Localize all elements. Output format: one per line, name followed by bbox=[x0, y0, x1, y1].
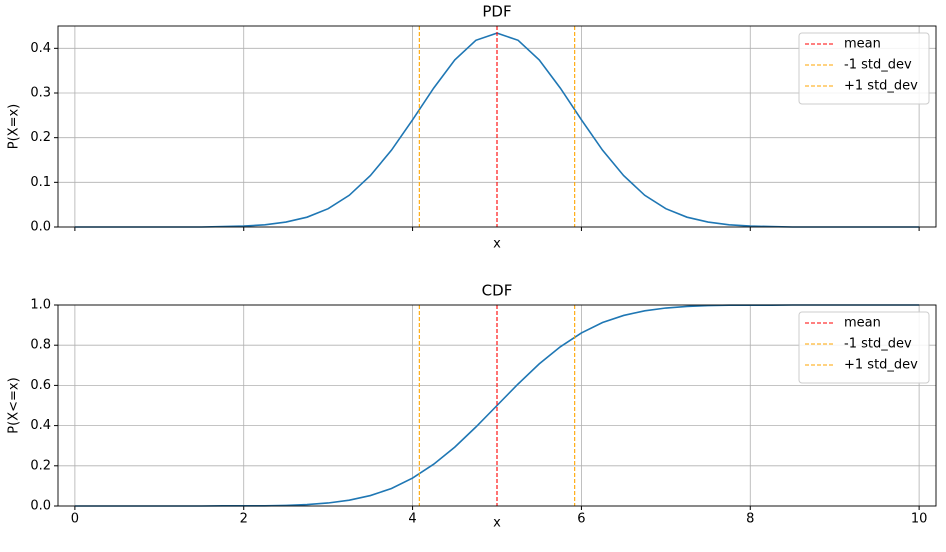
y-tick-label: 0.2 bbox=[30, 130, 51, 145]
axes-frame bbox=[57, 25, 937, 228]
x-tick-label: 6 bbox=[577, 512, 585, 527]
legend-label: -1 std_dev bbox=[844, 58, 912, 73]
x-tick-label: 0 bbox=[71, 512, 79, 527]
x-tick-label: 8 bbox=[746, 512, 754, 527]
y-tick-label: 0.6 bbox=[30, 378, 51, 393]
y-tick-label: 0.4 bbox=[30, 418, 51, 433]
legend-label: mean bbox=[844, 316, 881, 331]
x-tick-label: 10 bbox=[911, 512, 928, 527]
y-tick-label: 0.2 bbox=[30, 458, 51, 473]
x-axis-label: x bbox=[493, 237, 501, 252]
legend-label: +1 std_dev bbox=[844, 79, 918, 94]
y-axis-label: P(X=x) bbox=[7, 104, 22, 149]
y-tick-label: 1.0 bbox=[30, 298, 51, 313]
legend-label: mean bbox=[844, 37, 881, 52]
chart-title: CDF bbox=[482, 282, 513, 300]
axes-frame bbox=[57, 304, 937, 507]
legend-label: -1 std_dev bbox=[844, 337, 912, 352]
legend-label: +1 std_dev bbox=[844, 358, 918, 373]
x-tick-label: 2 bbox=[240, 512, 248, 527]
x-tick-label: 4 bbox=[408, 512, 416, 527]
y-tick-label: 0.8 bbox=[30, 338, 51, 353]
chart-title: PDF bbox=[482, 3, 511, 21]
x-axis-label: x bbox=[493, 516, 501, 531]
y-tick-label: 0.0 bbox=[30, 499, 51, 514]
y-tick-label: 0.0 bbox=[30, 220, 51, 235]
y-tick-label: 0.3 bbox=[30, 86, 51, 101]
y-tick-label: 0.4 bbox=[30, 41, 51, 56]
y-tick-label: 0.1 bbox=[30, 175, 51, 190]
y-axis-label: P(X<=x) bbox=[7, 377, 22, 433]
